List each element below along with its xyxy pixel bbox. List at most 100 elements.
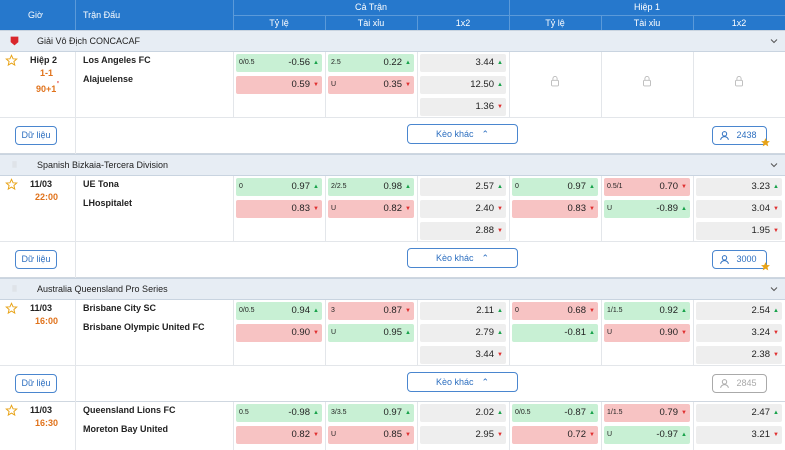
collapse-toggle[interactable] (769, 284, 779, 294)
odds-cell[interactable]: 0 0.68 ▼ (512, 302, 598, 320)
viewer-count: 3000 (736, 254, 757, 264)
odds-cell[interactable]: 0.72 ▼ (512, 426, 598, 444)
odds-cell[interactable]: 0.83 ▼ (236, 200, 322, 218)
odds-arrow: ▼ (773, 352, 779, 358)
odds-value: 0.82 (291, 429, 311, 440)
odds-cell[interactable]: U 0.82 ▼ (328, 200, 414, 218)
league-bar (0, 154, 785, 176)
col-sep (693, 402, 694, 450)
odds-cell[interactable]: U -0.89 ▲ (604, 200, 690, 218)
collapse-toggle[interactable] (769, 36, 779, 46)
viewer-count-button[interactable]: 2845 (712, 374, 767, 393)
col-sep (233, 300, 234, 366)
odds-cell[interactable]: 2.54 ▲ (696, 302, 782, 320)
odds-cell[interactable]: U -0.97 ▲ (604, 426, 690, 444)
odds-cell[interactable]: 2.88 ▼ (420, 222, 506, 240)
odds-cell[interactable]: 12.50 ▲ (420, 76, 506, 94)
lock-icon (732, 74, 746, 88)
odds-line: 0.5/1 (607, 183, 623, 190)
odds-value: 1.95 (751, 225, 771, 236)
odds-cell[interactable]: 1.36 ▼ (420, 98, 506, 116)
odds-cell[interactable]: 0.82 ▼ (236, 426, 322, 444)
collapse-toggle[interactable] (769, 160, 779, 170)
odds-value: 0.94 (291, 305, 311, 316)
odds-cell[interactable]: 3 0.87 ▼ (328, 302, 414, 320)
col-sep (233, 176, 234, 242)
col-sep (325, 176, 326, 242)
odds-cell[interactable]: 1.95 ▼ (696, 222, 782, 240)
lock-icon (548, 74, 562, 88)
col-sep (509, 300, 510, 366)
count-star-svg (761, 138, 770, 147)
odds-cell[interactable]: 2.40 ▼ (420, 200, 506, 218)
footer-row (0, 366, 785, 402)
odds-line: U (607, 205, 613, 212)
header-col: Tỷ lệ (509, 15, 601, 31)
odds-cell[interactable]: 2.38 ▼ (696, 346, 782, 364)
odds-cell[interactable]: 0.5/1 0.70 ▼ (604, 178, 690, 196)
odds-arrow: ▲ (497, 184, 503, 190)
odds-cell[interactable]: U 0.35 ▼ (328, 76, 414, 94)
odds-cell[interactable]: 2.5 0.22 ▲ (328, 54, 414, 72)
odds-value: 0.97 (567, 181, 587, 192)
odds-cell[interactable]: 3/3.5 0.97 ▲ (328, 404, 414, 422)
odds-cell[interactable]: 2.02 ▲ (420, 404, 506, 422)
count-star-svg (761, 262, 770, 271)
odds-line: 1/1.5 (607, 307, 623, 314)
odds-cell[interactable]: 0.59 ▼ (236, 76, 322, 94)
odds-cell[interactable]: 0 0.97 ▲ (512, 178, 598, 196)
data-button[interactable]: Dữ liệu (15, 126, 57, 145)
odds-arrow: ▼ (589, 206, 595, 212)
more-odds-chevron: ⌃ (481, 377, 490, 387)
header-col: Tài xỉu (601, 15, 693, 31)
odds-cell[interactable]: 1/1.5 0.79 ▼ (604, 404, 690, 422)
odds-cell[interactable]: 0/0.5 -0.56 ▲ (236, 54, 322, 72)
odds-cell[interactable]: 1/1.5 0.92 ▲ (604, 302, 690, 320)
odds-cell[interactable]: 3.23 ▲ (696, 178, 782, 196)
viewer-count-button[interactable]: 3000 (712, 250, 767, 269)
odds-cell[interactable]: 2.11 ▲ (420, 302, 506, 320)
favorite-star[interactable] (5, 302, 18, 315)
more-odds-button[interactable]: Kèo khác ⌃ (407, 372, 518, 392)
viewer-icon (719, 130, 730, 141)
odds-cell[interactable]: 2/2.5 0.98 ▲ (328, 178, 414, 196)
odds-cell[interactable]: 0/0.5 0.94 ▲ (236, 302, 322, 320)
col-sep (75, 300, 76, 366)
viewer-count-button[interactable]: 2438 (712, 126, 767, 145)
match-score: 1-1 (40, 68, 54, 78)
favorite-star[interactable] (5, 404, 18, 417)
odds-line: U (607, 431, 613, 438)
odds-cell[interactable]: 3.24 ▼ (696, 324, 782, 342)
odds-arrow: ▲ (313, 410, 319, 416)
odds-value: 0.90 (291, 327, 311, 338)
odds-cell[interactable]: U 0.95 ▲ (328, 324, 414, 342)
odds-cell[interactable]: 3.44 ▼ (420, 346, 506, 364)
odds-cell[interactable]: 2.79 ▲ (420, 324, 506, 342)
col-sep (75, 366, 76, 402)
odds-cell[interactable]: 0.5 -0.98 ▲ (236, 404, 322, 422)
data-button[interactable]: Dữ liệu (15, 374, 57, 393)
odds-cell[interactable]: -0.81 ▲ (512, 324, 598, 342)
odds-cell[interactable]: 2.95 ▼ (420, 426, 506, 444)
more-odds-button[interactable]: Kèo khác ⌃ (407, 248, 518, 268)
favorite-star[interactable] (5, 54, 18, 67)
odds-cell[interactable]: U 0.85 ▼ (328, 426, 414, 444)
odds-cell[interactable]: U 0.90 ▼ (604, 324, 690, 342)
odds-cell[interactable]: 3.04 ▼ (696, 200, 782, 218)
odds-cell[interactable]: 3.44 ▲ (420, 54, 506, 72)
data-button[interactable]: Dữ liệu (15, 250, 57, 269)
favorite-star[interactable] (5, 178, 18, 191)
odds-cell[interactable]: 3.21 ▼ (696, 426, 782, 444)
odds-cell[interactable]: 0 0.97 ▲ (236, 178, 322, 196)
odds-arrow: ▲ (589, 184, 595, 190)
odds-cell[interactable]: 0.83 ▼ (512, 200, 598, 218)
odds-arrow: ▼ (681, 184, 687, 190)
odds-arrow: ▲ (497, 60, 503, 66)
odds-cell[interactable]: 0/0.5 -0.87 ▲ (512, 404, 598, 422)
odds-cell[interactable]: 2.47 ▲ (696, 404, 782, 422)
col-sep (509, 176, 510, 242)
odds-cell[interactable]: 0.90 ▼ (236, 324, 322, 342)
odds-arrow: ▲ (405, 330, 411, 336)
odds-cell[interactable]: 2.57 ▲ (420, 178, 506, 196)
more-odds-button[interactable]: Kèo khác ⌃ (407, 124, 518, 144)
